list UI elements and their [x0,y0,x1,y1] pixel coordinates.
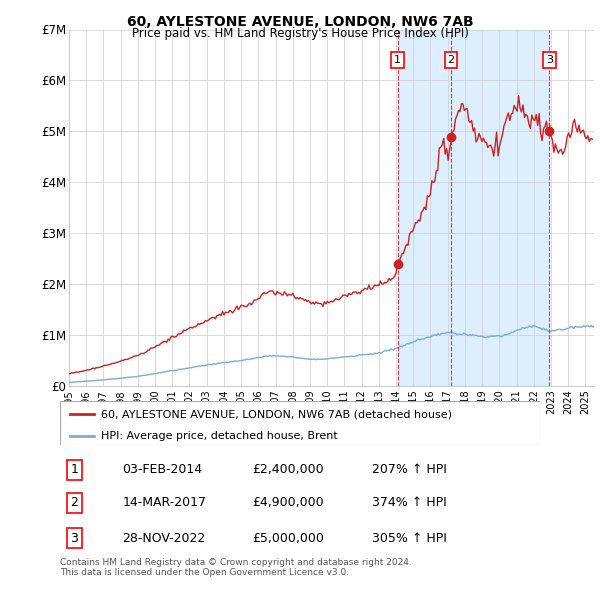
Text: 1: 1 [70,463,79,477]
Text: 60, AYLESTONE AVENUE, LONDON, NW6 7AB (detached house): 60, AYLESTONE AVENUE, LONDON, NW6 7AB (d… [101,409,452,419]
Text: 3: 3 [70,532,79,545]
Text: Price paid vs. HM Land Registry's House Price Index (HPI): Price paid vs. HM Land Registry's House … [131,27,469,40]
Text: Contains HM Land Registry data © Crown copyright and database right 2024.
This d: Contains HM Land Registry data © Crown c… [60,558,412,577]
Text: 207% ↑ HPI: 207% ↑ HPI [372,463,447,477]
Text: 1: 1 [394,55,401,65]
Text: 3: 3 [546,55,553,65]
Text: 28-NOV-2022: 28-NOV-2022 [122,532,206,545]
Text: £2,400,000: £2,400,000 [252,463,323,477]
Text: £4,900,000: £4,900,000 [252,496,323,510]
Text: 2: 2 [70,496,79,510]
Text: 305% ↑ HPI: 305% ↑ HPI [372,532,447,545]
Text: 14-MAR-2017: 14-MAR-2017 [122,496,206,510]
Text: £5,000,000: £5,000,000 [252,532,324,545]
Text: 374% ↑ HPI: 374% ↑ HPI [372,496,447,510]
Text: 2: 2 [448,55,455,65]
Bar [398,30,451,386]
Text: HPI: Average price, detached house, Brent: HPI: Average price, detached house, Bren… [101,431,338,441]
Bar [451,30,550,386]
Text: 03-FEB-2014: 03-FEB-2014 [122,463,203,477]
Text: 60, AYLESTONE AVENUE, LONDON, NW6 7AB: 60, AYLESTONE AVENUE, LONDON, NW6 7AB [127,15,473,29]
